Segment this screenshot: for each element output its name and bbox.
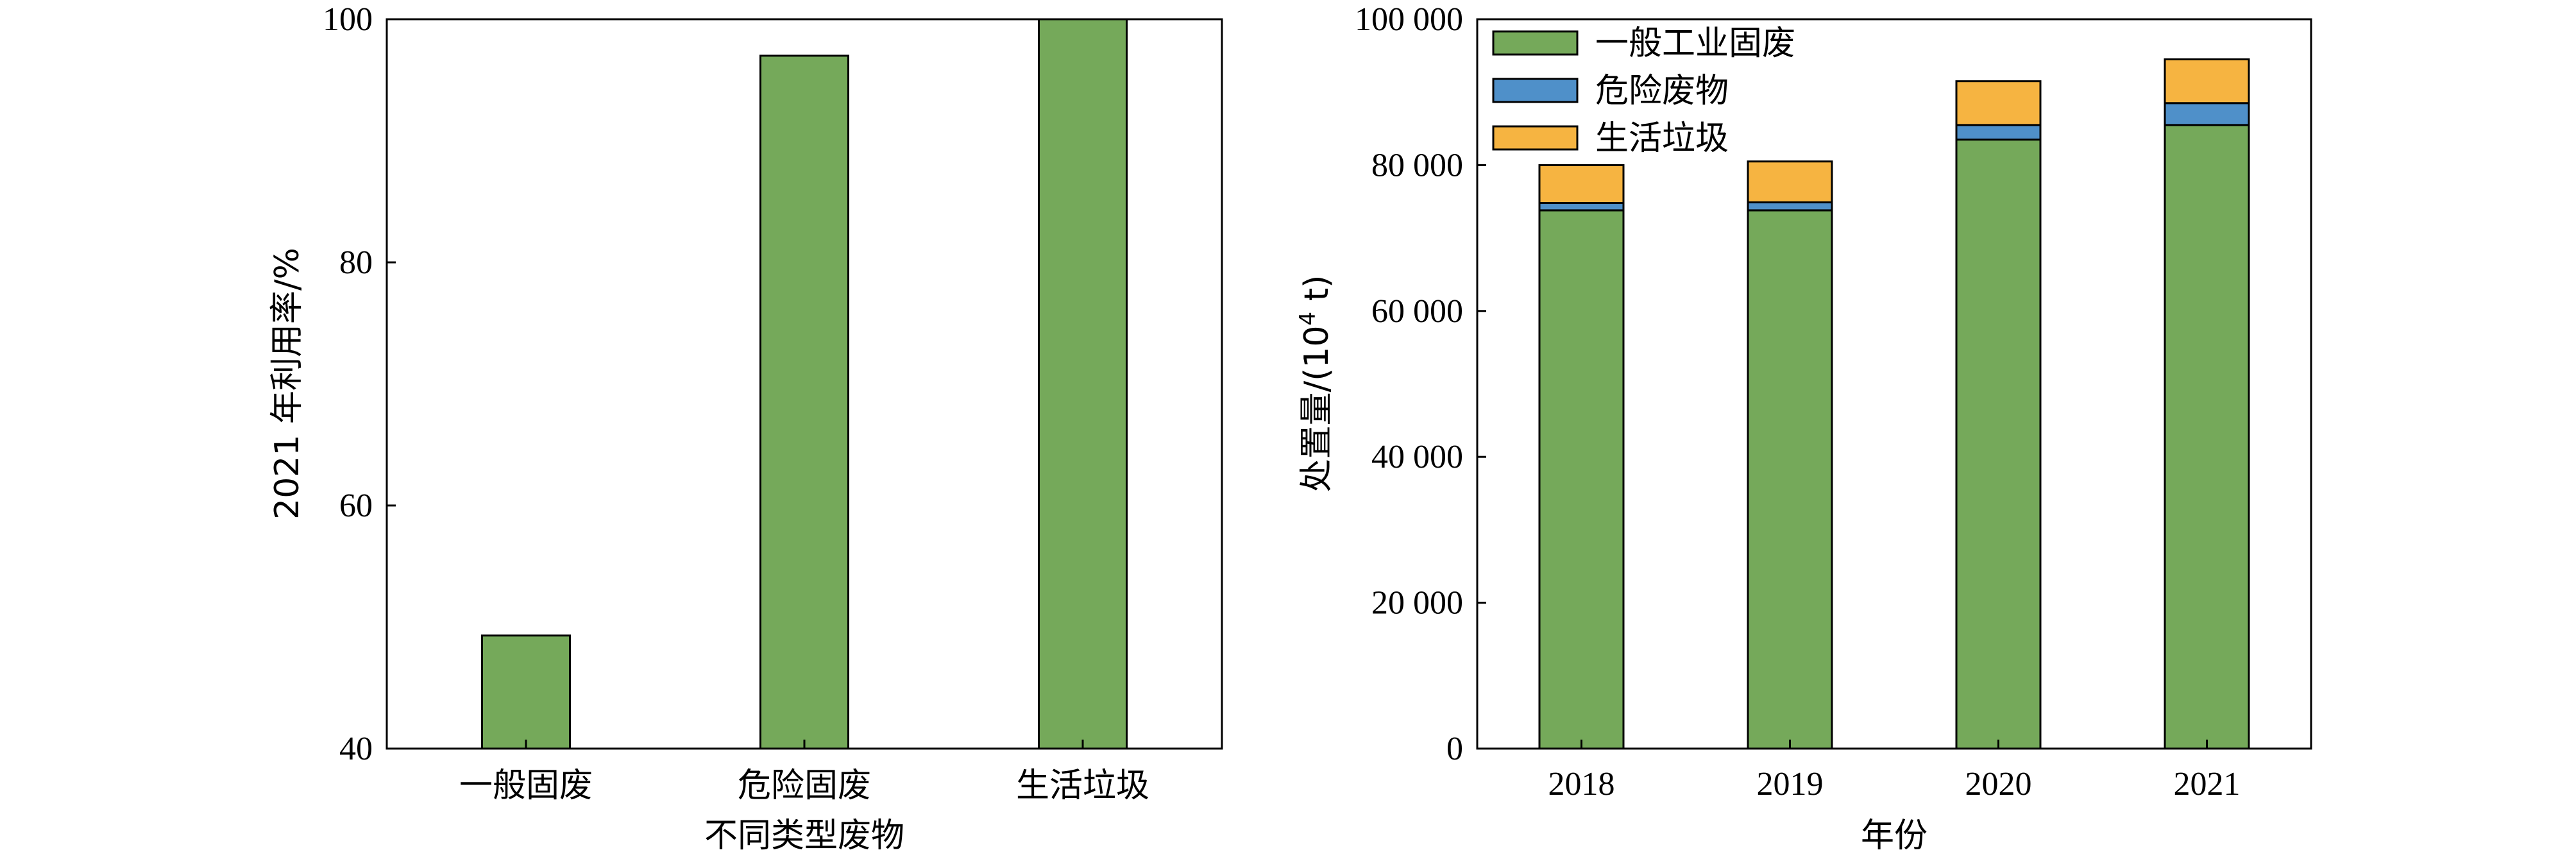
chart1-y-tick-label: 100 (323, 1, 373, 38)
chart2-bar-segment (2164, 58, 2250, 105)
chart2-bars (1538, 58, 2250, 750)
chart1-y-tick-label: 80 (339, 244, 373, 281)
chart2-y-tick-label: 40 000 (1371, 439, 1463, 475)
chart1-x-tick-label: 生活垃圾 (1016, 767, 1149, 805)
chart2-bar-segment (1747, 209, 1833, 750)
chart2-bar-segment (1747, 160, 1833, 203)
chart1-y-axis: 40 60 80 100 (323, 1, 396, 767)
chart2-y-tick-label: 100 000 (1355, 1, 1463, 38)
chart2-bar-segment (1955, 80, 2042, 126)
chart2-y-axis-title-main: 处置量/(10 (1298, 325, 1336, 492)
chart2-y-axis-title: 处置量/(104 t) (1295, 275, 1336, 493)
chart2-bar-segment (1538, 202, 1625, 212)
chart1-y-tick-label: 60 (339, 488, 373, 524)
chart2-y-axis: 0 20 000 40 000 60 000 80 000 100 000 (1355, 1, 1486, 767)
chart1-y-axis-title: 2021 年利用率/% (268, 248, 307, 520)
chart2-y-tick-label: 20 000 (1371, 585, 1463, 622)
chart1-bar (759, 55, 849, 750)
chart1-bar (481, 634, 571, 750)
chart2-bar-segment (1538, 164, 1625, 205)
chart2-y-axis-title-end: t) (1298, 275, 1336, 312)
chart2-bar-segment (1747, 201, 1833, 212)
chart1-x-axis-title: 不同类型废物 (704, 817, 904, 855)
chart1-y-tick-label: 40 (339, 731, 373, 767)
chart1-x-tick-label: 危险固废 (738, 767, 871, 805)
chart2-bar-segment (2164, 102, 2250, 126)
chart2-bar-segment (1955, 124, 2042, 141)
chart2-bar-segment (2164, 124, 2250, 750)
chart2-legend-label: 一般工业固废 (1595, 24, 1795, 63)
utilization-rate-chart: 40 60 80 100 一般固废 危险固废 生活垃圾 不同类型废物 2021 年利用率/… (268, 1, 1223, 855)
chart2-plot-frame (1476, 18, 2312, 750)
chart2-legend-label: 危险废物 (1595, 72, 1729, 110)
chart1-x-axis: 一般固废 危险固废 生活垃圾 (459, 740, 1149, 805)
chart2-x-axis-title: 年份 (1861, 817, 1928, 855)
chart2-x-tick-label: 2020 (1965, 766, 2032, 802)
chart2-y-axis-title-sup: 4 (1295, 312, 1321, 326)
chart2-legend-swatch (1492, 78, 1579, 103)
chart2-legend-swatch (1492, 30, 1579, 56)
chart2-x-tick-label: 2019 (1757, 766, 1824, 802)
chart2-legend-label: 生活垃圾 (1595, 119, 1729, 158)
chart2-y-tick-label: 60 000 (1371, 293, 1463, 330)
chart2-y-tick-label: 0 (1446, 731, 1463, 767)
chart1-x-tick-label: 一般固废 (459, 767, 593, 805)
chart1-bars (481, 18, 1128, 750)
chart2-y-tick-label: 80 000 (1371, 147, 1463, 183)
chart2-bar-segment (1538, 209, 1625, 750)
chart2-x-tick-label: 2018 (1548, 766, 1615, 802)
chart2-x-axis: 2018 2019 2020 2021 (1548, 740, 2241, 802)
chart2-legend-swatch (1492, 125, 1579, 151)
chart1-bar (1038, 18, 1128, 750)
chart2-bar-segment (1955, 139, 2042, 750)
chart2-x-tick-label: 2021 (2174, 766, 2241, 802)
